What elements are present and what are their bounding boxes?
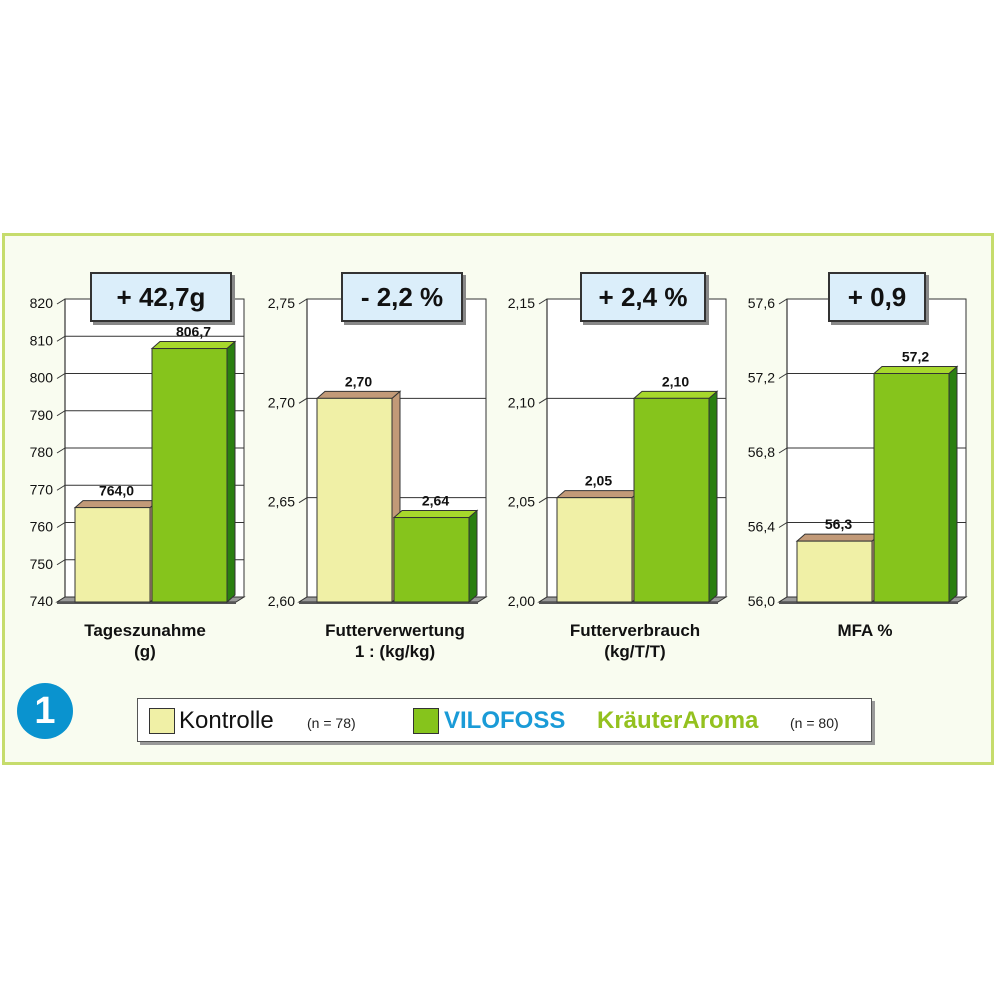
tick-mark xyxy=(778,447,788,454)
tick-mark xyxy=(56,410,66,417)
delta-box-futterverwertung: - 2,2 % xyxy=(341,272,463,322)
tick-mark xyxy=(56,559,66,566)
legend-label-kontrolle: Kontrolle xyxy=(179,707,274,734)
tick-label: 57,6 xyxy=(748,295,775,311)
label-line1: Futterverwertung xyxy=(325,621,465,640)
legend-n-kontrolle: (n = 78) xyxy=(307,715,356,731)
value-label: 2,70 xyxy=(345,373,372,389)
label-line2: 1 : (kg/kg) xyxy=(354,642,436,661)
tick-mark xyxy=(56,522,66,528)
tick-mark xyxy=(778,298,788,305)
bar-kontrolle xyxy=(556,497,633,603)
bar-kontrolle-top xyxy=(73,500,160,509)
category-label-tageszunahme: Tageszunahme (g) xyxy=(60,620,230,662)
value-label: 57,2 xyxy=(902,349,929,365)
bar-kontrolle xyxy=(796,540,873,603)
bar-vilofoss-top xyxy=(632,390,719,399)
value-label: 2,64 xyxy=(422,493,449,509)
bar-vilofoss-top xyxy=(392,510,479,519)
tick-label: 2,15 xyxy=(508,295,535,311)
tick-label: 2,65 xyxy=(268,494,295,510)
bar-vilofoss xyxy=(393,517,470,603)
tick-mark xyxy=(56,373,66,379)
bar-vilofoss-side xyxy=(708,390,718,604)
tick-label: 2,00 xyxy=(508,593,535,609)
tick-label: 57,2 xyxy=(748,370,775,386)
value-label: 56,3 xyxy=(825,516,852,532)
bar-kontrolle xyxy=(74,507,151,603)
tick-label: 56,8 xyxy=(748,444,775,460)
tick-mark xyxy=(298,497,308,504)
tick-label: 760 xyxy=(30,519,54,535)
tick-label: 750 xyxy=(30,556,54,572)
tick-label: 770 xyxy=(30,481,54,497)
legend: Kontrolle (n = 78) VILOFOSS KräuterAroma… xyxy=(137,698,872,742)
category-label-futterverbrauch: Futterverbrauch (kg/T/T) xyxy=(540,620,730,662)
tick-label: 820 xyxy=(30,295,54,311)
tick-label: 2,05 xyxy=(508,494,535,510)
tick-mark xyxy=(778,522,788,528)
tick-label: 56,0 xyxy=(748,593,775,609)
tick-label: 2,10 xyxy=(508,394,535,410)
bar-vilofoss-top xyxy=(872,366,959,374)
bar-vilofoss xyxy=(633,397,710,603)
tick-mark xyxy=(778,373,788,379)
tick-label: 2,75 xyxy=(268,295,295,311)
tick-mark xyxy=(56,335,66,342)
tick-mark xyxy=(298,397,308,404)
value-label: 806,7 xyxy=(176,324,211,340)
legend-swatch-vilofoss xyxy=(413,708,439,734)
tick-label: 790 xyxy=(30,407,54,423)
tick-label: 2,70 xyxy=(268,394,295,410)
label-line1: MFA % xyxy=(837,621,893,640)
legend-brand-kraeuteraroma: KräuterAroma xyxy=(597,707,759,734)
tick-mark xyxy=(56,447,66,454)
delta-box-futterverbrauch: + 2,4 % xyxy=(580,272,706,322)
bar-vilofoss-side xyxy=(468,509,478,604)
tick-mark xyxy=(538,298,548,305)
tick-label: 740 xyxy=(30,593,54,609)
value-label: 764,0 xyxy=(99,483,134,499)
tick-label: 2,60 xyxy=(268,593,295,609)
tick-mark xyxy=(538,397,548,404)
label-line2: (g) xyxy=(134,642,156,661)
tick-mark xyxy=(538,497,548,504)
value-label: 2,05 xyxy=(585,473,612,489)
legend-swatch-kontrolle xyxy=(149,708,175,734)
tick-label: 56,4 xyxy=(748,519,775,535)
delta-box-tageszunahme: + 42,7g xyxy=(90,272,232,322)
category-label-futterverwertung: Futterverwertung 1 : (kg/kg) xyxy=(300,620,490,662)
tick-label: 800 xyxy=(30,370,54,386)
tick-mark xyxy=(56,484,66,491)
tick-label: 810 xyxy=(30,332,54,348)
bar-kontrolle-top xyxy=(555,490,642,499)
delta-box-mfa: + 0,9 xyxy=(828,272,926,322)
label-line1: Tageszunahme xyxy=(84,621,206,640)
value-label: 2,10 xyxy=(662,373,689,389)
bar-vilofoss xyxy=(151,348,228,603)
category-label-mfa: MFA % xyxy=(790,620,940,641)
bar-kontrolle-top xyxy=(795,533,882,542)
bar-vilofoss-side xyxy=(226,340,236,604)
figure-number-badge: 1 xyxy=(17,683,73,739)
label-line1: Futterverbrauch xyxy=(569,621,701,640)
bar-kontrolle xyxy=(316,397,393,603)
label-line2: (kg/T/T) xyxy=(604,642,666,661)
legend-n-vilofoss: (n = 80) xyxy=(790,715,839,731)
tick-mark xyxy=(56,298,66,305)
bar-kontrolle-top xyxy=(315,390,402,399)
bar-vilofoss xyxy=(873,373,950,603)
bar-vilofoss-top xyxy=(150,341,237,350)
tick-label: 780 xyxy=(30,444,54,460)
legend-brand-vilofoss: VILOFOSS xyxy=(444,707,566,734)
bar-vilofoss-side xyxy=(948,365,958,604)
tick-mark xyxy=(298,298,308,305)
